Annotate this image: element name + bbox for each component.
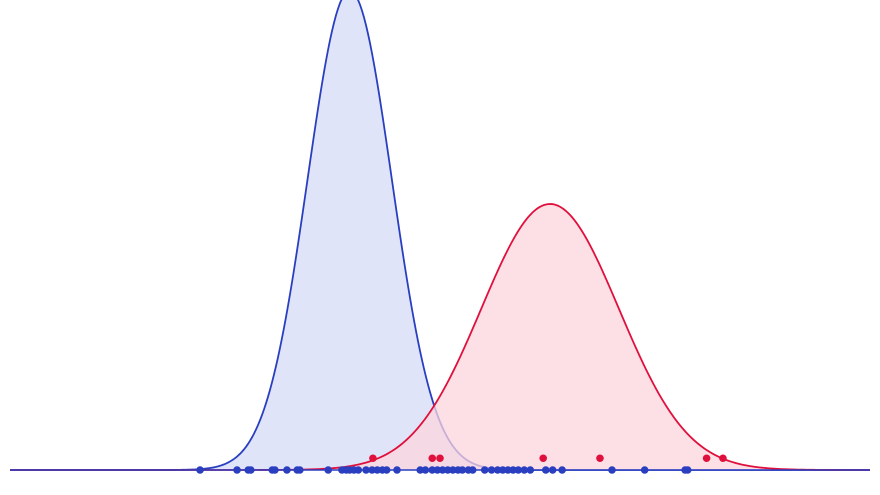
data-point bbox=[296, 466, 304, 474]
data-point bbox=[487, 466, 496, 474]
data-point bbox=[558, 466, 566, 474]
points bbox=[196, 454, 727, 474]
data-point bbox=[514, 466, 523, 474]
density-area bbox=[10, 203, 870, 471]
data-point bbox=[324, 466, 333, 474]
data-point bbox=[480, 466, 489, 474]
data-point bbox=[421, 466, 430, 474]
data-point bbox=[196, 466, 204, 474]
data-point bbox=[719, 454, 727, 463]
data-point bbox=[683, 466, 692, 474]
data-point bbox=[354, 466, 363, 474]
data-point bbox=[393, 466, 401, 474]
data-point bbox=[468, 466, 477, 474]
data-point bbox=[596, 454, 604, 463]
data-point bbox=[247, 466, 255, 474]
data-point bbox=[436, 454, 444, 463]
data-point bbox=[539, 454, 547, 463]
data-point bbox=[702, 454, 711, 463]
data-point bbox=[548, 466, 557, 474]
data-point bbox=[271, 466, 279, 474]
data-point bbox=[369, 454, 377, 463]
data-point bbox=[382, 466, 391, 474]
data-point bbox=[520, 466, 529, 474]
plot-area bbox=[10, 0, 870, 471]
data-point bbox=[283, 466, 291, 474]
data-point bbox=[458, 466, 467, 474]
data-point bbox=[526, 466, 535, 474]
data-point bbox=[608, 466, 616, 474]
data-point bbox=[541, 466, 550, 474]
data-point bbox=[640, 466, 649, 474]
data-point bbox=[362, 466, 370, 474]
data-point bbox=[428, 454, 437, 463]
data-point bbox=[233, 466, 241, 474]
